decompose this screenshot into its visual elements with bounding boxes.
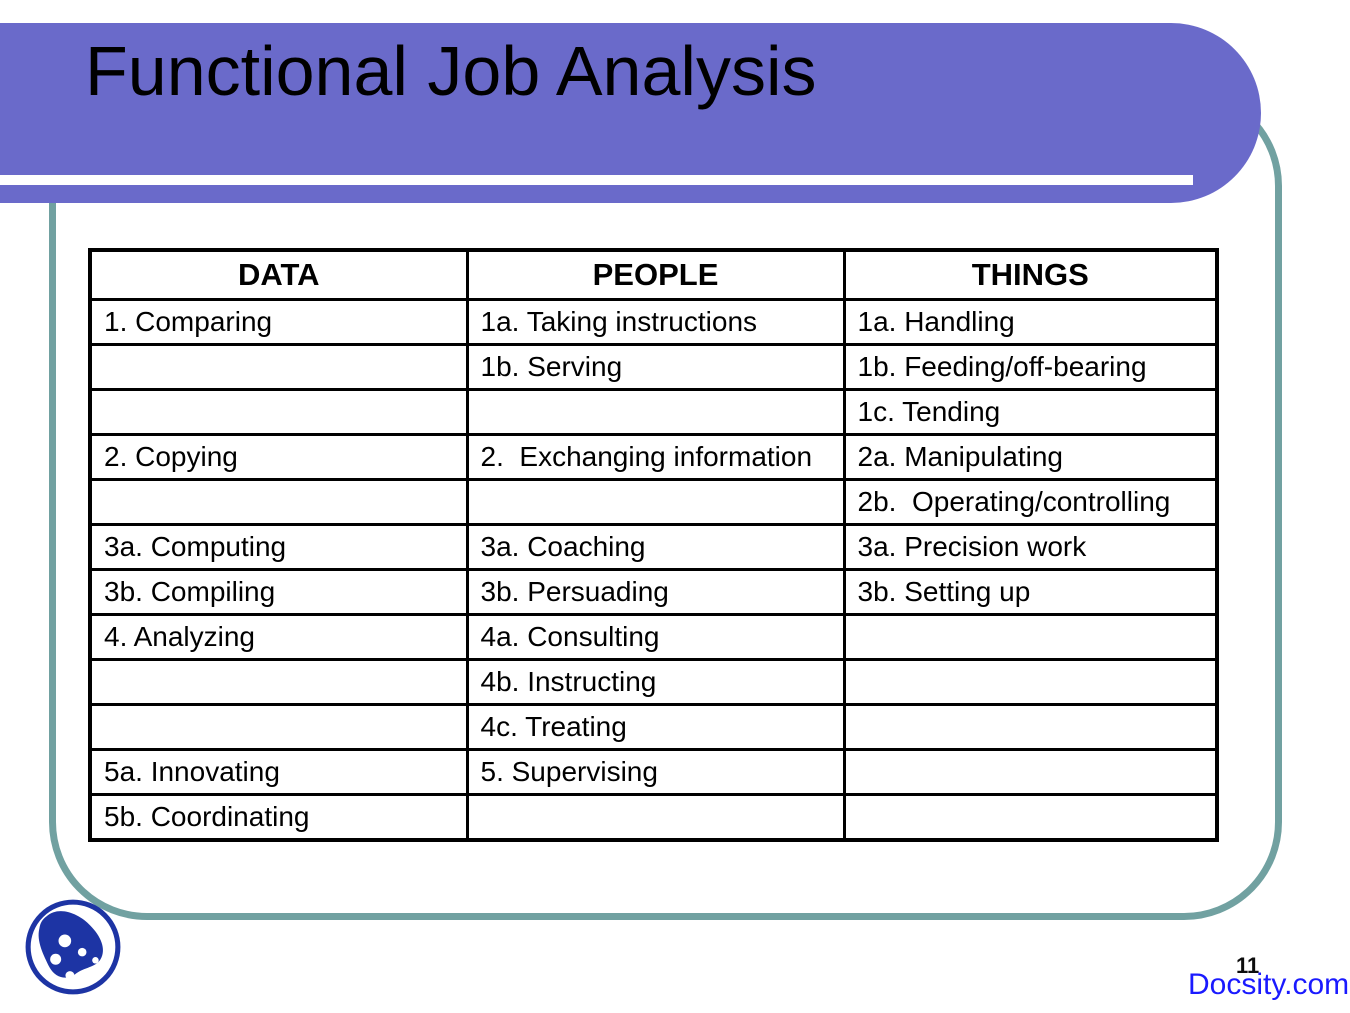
table-cell: 4c. Treating [465,703,846,751]
docsity-logo-icon [25,899,121,995]
table-cell: 5b. Coordinating [88,793,469,842]
table-cell: 1a. Taking instructions [465,298,846,346]
logo-circle [25,899,121,995]
table-cell: 5. Supervising [465,748,846,796]
table-row: 4b. Instructing [88,658,1219,706]
logo-hole [77,947,87,957]
table-row: 4c. Treating [88,703,1219,751]
table-cell [88,658,469,706]
table-cell: 1b. Serving [465,343,846,391]
table-cell [842,748,1219,796]
logo-blob [38,911,103,978]
table-cell [842,613,1219,661]
table-row: 1. Comparing 1a. Taking instructions 1a. H… [88,298,1219,346]
table-cell [842,793,1219,842]
table-cell: 1b. Feeding/off-bearing [842,343,1219,391]
table-row: 4. Analyzing 4a. Consulting [88,613,1219,661]
column-header-things: THINGS [842,248,1219,301]
table-cell: 3b. Setting up [842,568,1219,616]
table-cell: 1. Comparing [88,298,469,346]
table-cell: 1c. Tending [842,388,1219,436]
table-cell [88,703,469,751]
table-cell: 3b. Persuading [465,568,846,616]
logo-hole [58,934,72,948]
table-cell: 3a. Precision work [842,523,1219,571]
table-row: 2b. Operating/controlling [88,478,1219,526]
table-cell: 4. Analyzing [88,613,469,661]
table-row: 5a. Innovating 5. Supervising [88,748,1219,796]
table-cell: 5a. Innovating [88,748,469,796]
table-cell: 1a. Handling [842,298,1219,346]
table-cell [465,388,846,436]
table-cell: 4a. Consulting [465,613,846,661]
fja-table-container: DATA PEOPLE THINGS 1. Comparing 1a. Taking … [88,248,1219,842]
column-header-people: PEOPLE [465,248,846,301]
title-underline [0,175,1193,185]
table-cell: 2b. Operating/controlling [842,478,1219,526]
docsity-watermark-link[interactable]: Docsity.com [1188,968,1350,1001]
table-header-row: DATA PEOPLE THINGS [88,248,1219,301]
fja-table: DATA PEOPLE THINGS 1. Comparing 1a. Taking … [88,248,1219,842]
table-cell [88,343,469,391]
table-cell: 3a. Computing [88,523,469,571]
table-cell: 4b. Instructing [465,658,846,706]
table-cell [842,703,1219,751]
table-cell [88,388,469,436]
table-cell: 2. Exchanging information [465,433,846,481]
page-number: 11 [1236,953,1260,978]
table-row: 1c. Tending [88,388,1219,436]
page-title: Functional Job Analysis [85,32,817,110]
table-cell [465,478,846,526]
title-banner: Functional Job Analysis [0,23,1261,203]
table-cell: 3a. Coaching [465,523,846,571]
table-cell [842,658,1219,706]
table-row: 3b. Compiling 3b. Persuading 3b. Setting u… [88,568,1219,616]
table-cell: 3b. Compiling [88,568,469,616]
table-cell [88,478,469,526]
table-cell [465,793,846,842]
column-header-data: DATA [88,248,469,301]
logo-hole [65,971,75,981]
table-cell: 2. Copying [88,433,469,481]
table-row: 3a. Computing 3a. Coaching 3a. Precision w… [88,523,1219,571]
table-row: 5b. Coordinating [88,793,1219,842]
table-cell: 2a. Manipulating [842,433,1219,481]
logo-hole [50,953,62,965]
table-row: 2. Copying 2. Exchanging information 2a. M… [88,433,1219,481]
table-row: 1b. Serving 1b. Feeding/off-bearing [88,343,1219,391]
logo-hole [92,956,99,964]
